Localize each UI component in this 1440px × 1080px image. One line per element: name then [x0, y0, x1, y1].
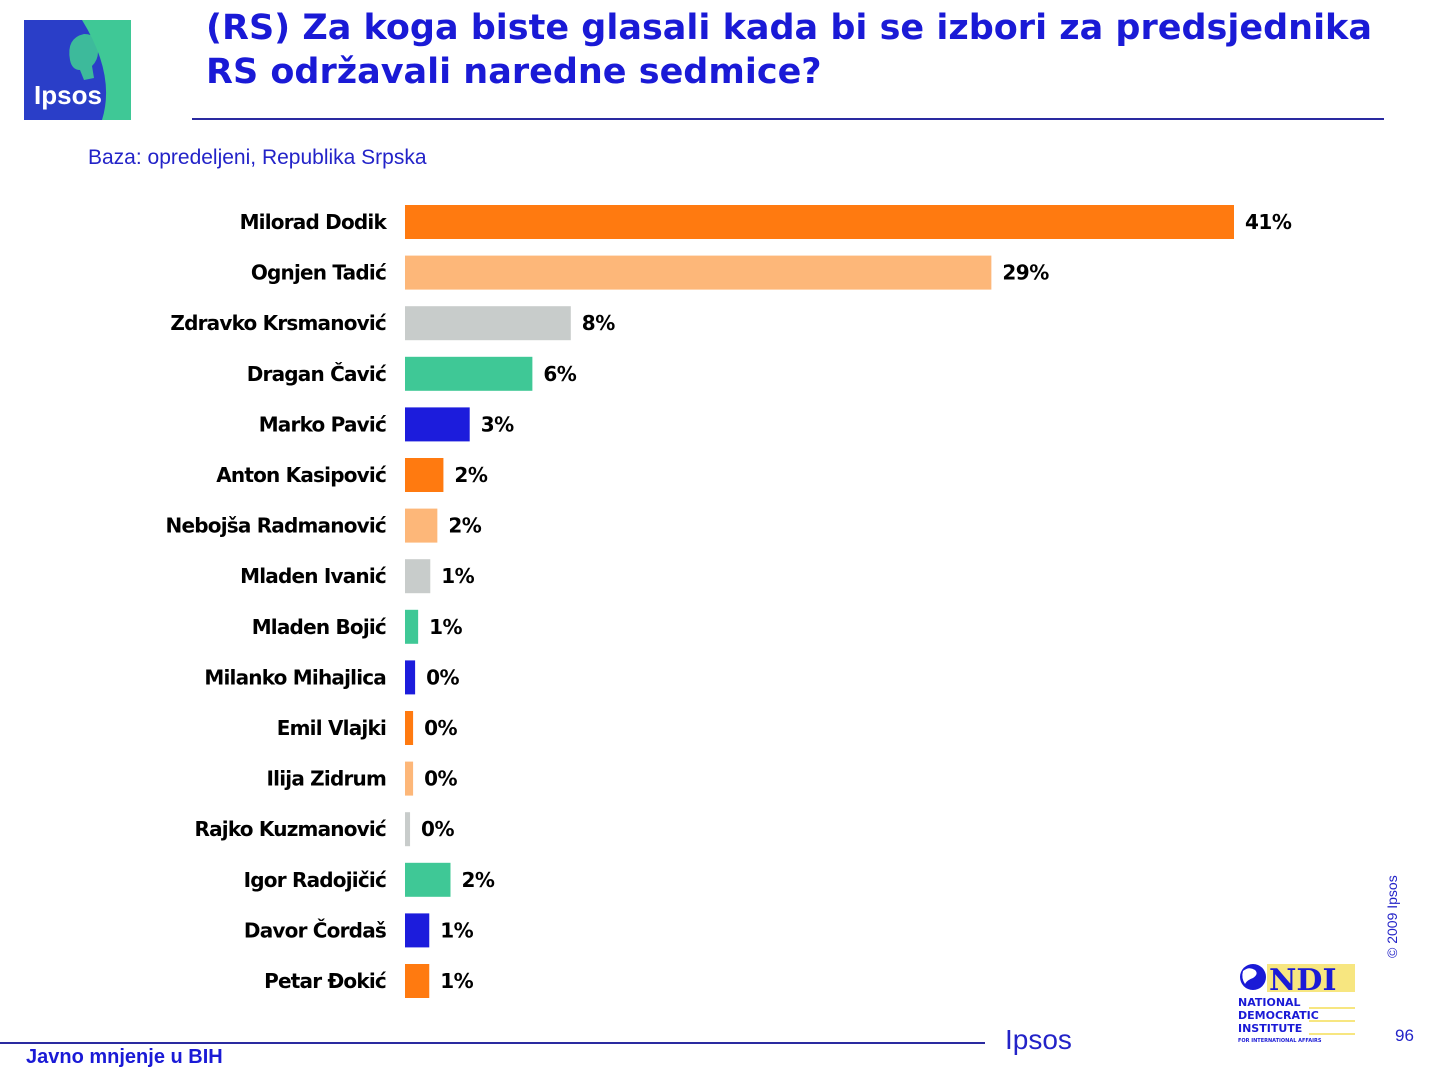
category-label: Anton Kasipović	[216, 463, 387, 487]
bar	[405, 306, 571, 341]
svg-text:NDI: NDI	[1269, 963, 1336, 998]
category-label: Mladen Ivanić	[240, 564, 387, 588]
category-label: Ognjen Tadić	[251, 261, 387, 285]
svg-text:Ipsos: Ipsos	[34, 80, 102, 110]
bar	[405, 660, 416, 695]
bar	[405, 458, 444, 492]
value-label: 2%	[454, 463, 487, 487]
value-label: 0%	[424, 716, 457, 740]
svg-text:INSTITUTE: INSTITUTE	[1238, 1022, 1302, 1035]
category-label: Igor Radojičić	[244, 868, 387, 892]
category-label: Milorad Dodik	[240, 210, 388, 234]
bar	[405, 862, 451, 897]
bar	[405, 205, 1234, 239]
value-label: 0%	[421, 817, 454, 841]
bar	[405, 761, 414, 796]
page-number: 96	[1395, 1026, 1414, 1045]
svg-text:DEMOCRATIC: DEMOCRATIC	[1238, 1009, 1319, 1022]
value-label: 2%	[461, 868, 494, 892]
title-divider	[192, 118, 1384, 120]
value-label: 0%	[424, 767, 457, 791]
category-label: Ilija Zidrum	[267, 767, 386, 791]
page-title: (RS) Za koga biste glasali kada bi se iz…	[206, 8, 1372, 92]
category-label: Mladen Bojić	[252, 615, 387, 639]
value-label: 3%	[481, 412, 514, 436]
bar	[405, 609, 419, 644]
bar	[405, 356, 533, 391]
value-label: 0%	[426, 665, 459, 689]
bar	[405, 508, 438, 543]
chart-subtitle: Baza: opredeljeni, Republika Srpska	[88, 146, 427, 169]
value-label: 1%	[429, 615, 462, 639]
value-label: 6%	[543, 362, 576, 386]
category-label: Zdravko Krsmanović	[170, 311, 387, 335]
svg-text:NATIONAL: NATIONAL	[1238, 996, 1301, 1009]
footer-divider	[0, 1042, 985, 1044]
value-label: 41%	[1245, 210, 1292, 234]
value-label: 1%	[441, 564, 474, 588]
bar	[405, 812, 411, 847]
value-label: 8%	[582, 311, 615, 335]
category-label: Nebojša Radmanović	[166, 514, 387, 538]
bar	[405, 913, 430, 948]
category-label: Davor Čordaš	[244, 918, 386, 942]
category-label: Marko Pavić	[259, 412, 387, 436]
bar	[405, 407, 470, 442]
value-label: 1%	[440, 918, 473, 942]
bar	[405, 711, 414, 745]
svg-text:FOR INTERNATIONAL AFFAIRS: FOR INTERNATIONAL AFFAIRS	[1238, 1038, 1322, 1044]
bar	[405, 255, 992, 290]
category-label: Milanko Mihajlica	[204, 665, 386, 689]
footer-ipsos-wordmark: Ipsos	[1005, 1024, 1072, 1055]
copyright-notice: © 2009 Ipsos	[1384, 875, 1400, 958]
bar	[405, 964, 430, 998]
value-label: 2%	[448, 514, 481, 538]
footer-title: Javno mnjenje u BIH	[26, 1046, 223, 1068]
ndi-logo: NDI NATIONAL DEMOCRATIC INSTITUTE FOR IN…	[1238, 963, 1355, 1044]
category-label: Rajko Kuzmanović	[194, 817, 386, 841]
bar-chart: Milorad Dodik 41% Ognjen Tadić 29% Zdravko K…	[166, 205, 1292, 998]
category-label: Petar Đokić	[264, 969, 387, 993]
value-label: 29%	[1002, 261, 1049, 285]
category-label: Dragan Čavić	[247, 362, 387, 386]
ipsos-logo: Ipsos	[24, 20, 131, 120]
bar	[405, 559, 431, 594]
value-label: 1%	[440, 969, 473, 993]
category-label: Emil Vlajki	[277, 716, 386, 740]
